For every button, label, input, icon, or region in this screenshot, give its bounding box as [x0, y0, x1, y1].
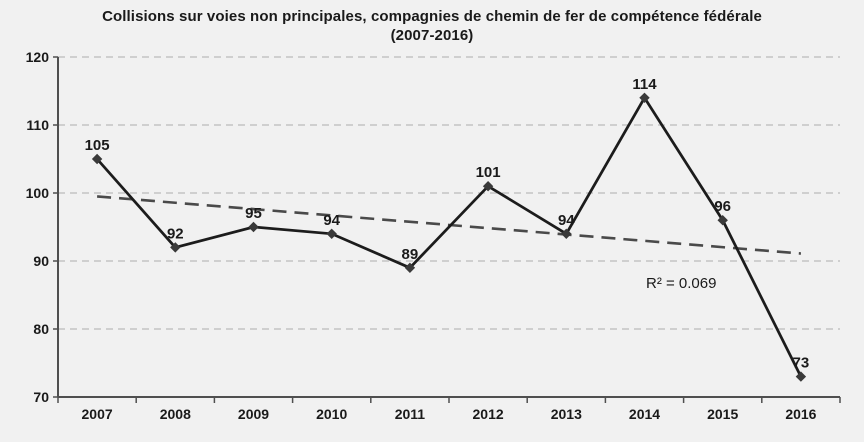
- x-axis-label: 2010: [316, 406, 347, 422]
- data-point-marker: [717, 214, 728, 226]
- data-point-label: 94: [558, 212, 575, 229]
- x-axis-label: 2015: [707, 406, 738, 422]
- data-point-label: 95: [245, 205, 262, 222]
- data-point-marker: [248, 221, 259, 233]
- data-point-label: 114: [632, 76, 657, 93]
- r-squared-label: R² = 0.069: [646, 275, 717, 292]
- x-axis-label: 2016: [785, 406, 816, 422]
- data-point-label: 73: [793, 355, 810, 372]
- y-axis-label: 90: [33, 253, 49, 269]
- x-axis-label: 2013: [551, 406, 582, 422]
- data-point-marker: [482, 180, 494, 192]
- data-point-marker: [170, 242, 181, 253]
- x-axis-label: 2007: [82, 406, 113, 422]
- data-point-label: 101: [476, 164, 501, 181]
- data-point-label: 105: [85, 137, 110, 154]
- y-axis-label: 100: [26, 185, 50, 201]
- chart-title: Collisions sur voies non principales, co…: [0, 7, 864, 45]
- data-point-label: 89: [402, 246, 419, 263]
- data-point-marker: [404, 262, 416, 274]
- trendline: [96, 195, 802, 255]
- data-point-marker: [795, 371, 807, 382]
- x-axis-label: 2014: [629, 406, 660, 422]
- y-axis-label: 80: [33, 321, 49, 337]
- data-point-marker: [91, 153, 103, 165]
- series-line: [96, 95, 803, 378]
- data-point-marker: [561, 228, 572, 240]
- x-axis-label: 2011: [395, 406, 426, 422]
- data-point-marker: [326, 228, 337, 240]
- y-axis-label: 70: [33, 389, 49, 405]
- data-point-label: 92: [167, 225, 184, 242]
- x-axis-label: 2008: [160, 406, 191, 422]
- x-axis-label: 2012: [473, 406, 504, 422]
- chart-title-line2: (2007-2016): [390, 27, 474, 44]
- data-point-marker: [639, 92, 650, 104]
- data-point-label: 96: [714, 198, 731, 215]
- x-axis-label: 2009: [238, 406, 269, 422]
- chart-title-line1: Collisions sur voies non principales, co…: [102, 8, 762, 25]
- y-axis-label: 110: [26, 117, 49, 133]
- y-axis-label: 120: [26, 49, 50, 65]
- data-point-label: 94: [323, 212, 340, 229]
